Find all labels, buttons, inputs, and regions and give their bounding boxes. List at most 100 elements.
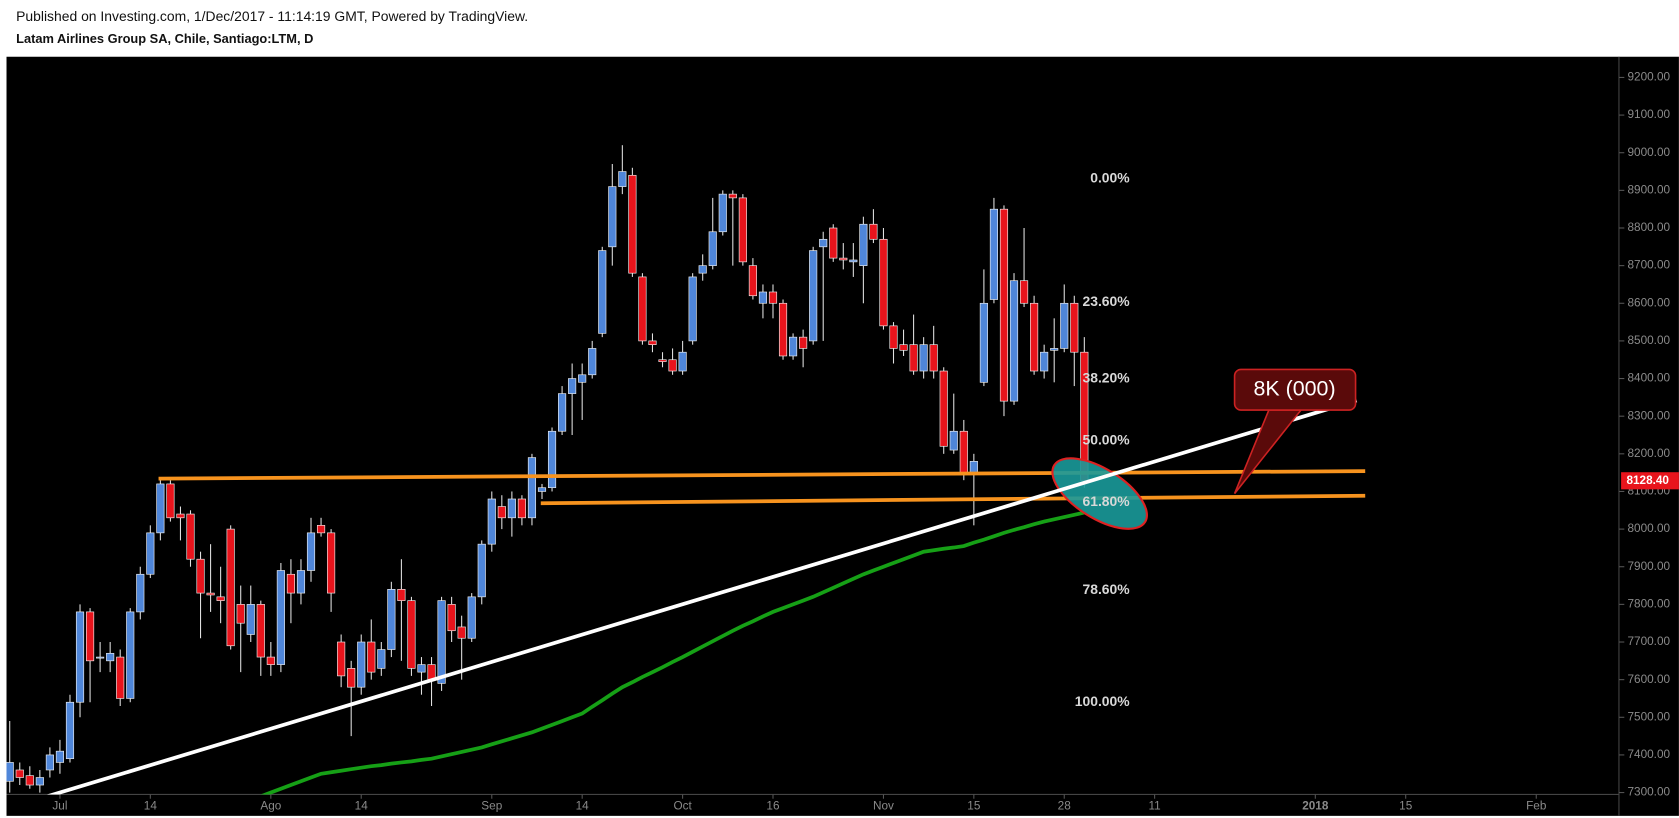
y-tick-label: 7500.00	[1628, 710, 1671, 723]
callout-box	[1233, 368, 1357, 411]
candle-body	[467, 596, 476, 639]
moving-average-line	[260, 510, 1085, 795]
candle-body	[919, 344, 928, 372]
callout-text: 8K (000)	[1253, 376, 1335, 400]
candle-body	[126, 611, 135, 699]
candle-body	[417, 664, 426, 673]
candle-body	[558, 393, 567, 432]
candle-body	[658, 359, 667, 362]
x-tick-label: Nov	[873, 799, 894, 812]
candle-body	[778, 302, 788, 357]
candle-body	[1060, 302, 1069, 349]
candle-body	[829, 227, 838, 259]
x-tick-label: 2018	[1302, 799, 1329, 812]
fib-level-label: 61.80%	[1082, 493, 1129, 509]
fib-level-label: 38.20%	[1082, 370, 1129, 386]
candle-body	[1019, 280, 1029, 304]
resistance-line	[158, 469, 1366, 481]
candle-body	[246, 604, 255, 635]
candle-body	[55, 750, 65, 763]
x-tick-label: 16	[766, 799, 780, 812]
candle-body	[899, 344, 908, 351]
published-note: Published on Investing.com, 1/Dec/2017 -…	[16, 8, 528, 24]
candle-body	[959, 430, 968, 473]
candle-body	[146, 532, 155, 575]
candle-body	[85, 611, 95, 662]
candle-body	[1009, 280, 1019, 402]
candle-body	[588, 348, 597, 376]
candle-body	[598, 250, 607, 334]
candle-body	[457, 626, 466, 639]
candle-body	[989, 208, 999, 300]
candle-body	[1030, 302, 1039, 372]
candle-body	[628, 174, 637, 274]
candle-body	[839, 257, 848, 261]
candle-body	[909, 344, 918, 372]
candle-body	[789, 336, 798, 357]
candle-body	[96, 656, 105, 659]
y-tick-label: 9000.00	[1628, 146, 1671, 159]
y-tick-label: 8900.00	[1628, 183, 1671, 196]
y-tick-label: 7400.00	[1628, 748, 1671, 761]
candle-body	[859, 223, 868, 266]
candle-body	[537, 487, 547, 492]
candle-body	[879, 238, 888, 327]
candle-body	[869, 223, 878, 240]
y-tick-label: 8300.00	[1628, 409, 1671, 422]
candle-body	[799, 336, 808, 349]
candle-body	[698, 265, 707, 274]
symbol-title: Latam Airlines Group SA, Chile, Santiago…	[16, 31, 313, 46]
candle-body	[728, 193, 737, 199]
fibonacci-labels: 0.00% 23.60% 38.20% 50.00% 61.80% 78.60% 100.0…	[1075, 170, 1130, 709]
candle-body	[618, 171, 627, 187]
candle-body	[306, 532, 316, 571]
candle-body	[176, 513, 185, 519]
y-tick-label: 8200.00	[1628, 447, 1671, 460]
candle-body	[638, 276, 647, 342]
candle-body	[758, 291, 768, 304]
candle-body	[357, 641, 366, 688]
candle-body	[969, 461, 978, 473]
x-tick-label: 11	[1149, 799, 1161, 812]
x-tick-label: 15	[967, 799, 981, 812]
candle-body	[447, 604, 456, 632]
candle-body	[949, 430, 958, 451]
candle-body	[849, 259, 858, 263]
candle-body	[196, 558, 205, 594]
candle-body	[337, 641, 346, 677]
y-tick-label: 8600.00	[1628, 296, 1671, 309]
candle-body	[929, 344, 938, 372]
candle-body	[688, 276, 697, 342]
candle-body	[407, 600, 416, 669]
y-tick-label: 8400.00	[1628, 372, 1671, 385]
x-tick-label: 14	[355, 799, 369, 812]
candle-body	[367, 641, 376, 673]
candle-body	[106, 652, 115, 662]
y-tick-label: 7600.00	[1628, 673, 1671, 686]
last-price-box	[1621, 472, 1679, 490]
trend-line	[47, 398, 1358, 795]
candle-body	[668, 359, 677, 372]
candle-body	[1040, 351, 1049, 372]
x-tick-label: 14	[576, 799, 590, 812]
x-tick-label: Feb	[1526, 799, 1547, 812]
candle-body	[377, 649, 386, 669]
x-tick-label: Jul	[52, 799, 67, 812]
candle-body	[979, 302, 988, 383]
candle-body	[527, 457, 537, 519]
candle-body	[75, 611, 85, 703]
candle-body	[25, 775, 34, 786]
candle-body	[427, 664, 436, 680]
candle-body	[266, 656, 275, 665]
candle-body	[45, 754, 54, 771]
y-tick-label: 7900.00	[1628, 560, 1671, 573]
candle-body	[397, 588, 406, 601]
y-tick-label: 9200.00	[1628, 71, 1671, 84]
y-tick-label: 8700.00	[1628, 259, 1671, 272]
candle-body	[568, 378, 577, 394]
fib-level-label: 50.00%	[1082, 431, 1129, 447]
candle-body	[809, 250, 818, 342]
candle-body	[608, 186, 617, 248]
candle-body	[186, 513, 195, 560]
